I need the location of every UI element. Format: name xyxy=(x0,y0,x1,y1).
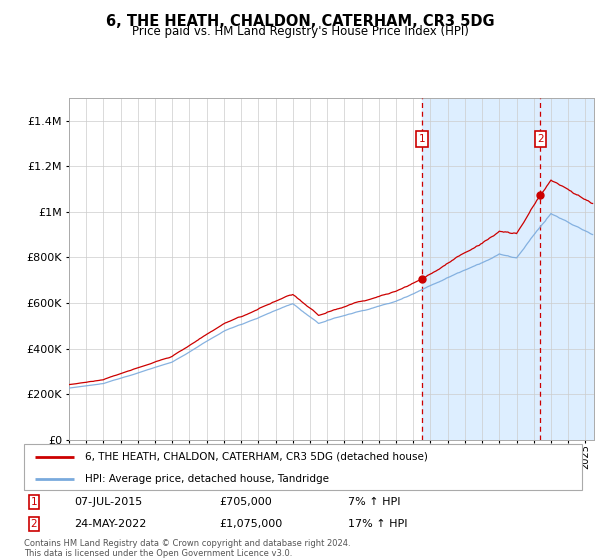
Text: 24-MAY-2022: 24-MAY-2022 xyxy=(74,519,146,529)
Text: £705,000: £705,000 xyxy=(220,497,272,507)
Text: Price paid vs. HM Land Registry's House Price Index (HPI): Price paid vs. HM Land Registry's House … xyxy=(131,25,469,38)
Text: HPI: Average price, detached house, Tandridge: HPI: Average price, detached house, Tand… xyxy=(85,474,329,483)
Bar xyxy=(422,98,594,440)
Text: 2: 2 xyxy=(537,134,544,144)
FancyBboxPatch shape xyxy=(24,444,582,490)
Text: 1: 1 xyxy=(419,134,425,144)
Text: 6, THE HEATH, CHALDON, CATERHAM, CR3 5DG: 6, THE HEATH, CHALDON, CATERHAM, CR3 5DG xyxy=(106,14,494,29)
Text: Contains HM Land Registry data © Crown copyright and database right 2024.
This d: Contains HM Land Registry data © Crown c… xyxy=(24,539,350,558)
Text: £1,075,000: £1,075,000 xyxy=(220,519,283,529)
Text: 6, THE HEATH, CHALDON, CATERHAM, CR3 5DG (detached house): 6, THE HEATH, CHALDON, CATERHAM, CR3 5DG… xyxy=(85,452,428,462)
Text: 2: 2 xyxy=(31,519,37,529)
Text: 07-JUL-2015: 07-JUL-2015 xyxy=(74,497,142,507)
Text: 17% ↑ HPI: 17% ↑ HPI xyxy=(347,519,407,529)
Text: 7% ↑ HPI: 7% ↑ HPI xyxy=(347,497,400,507)
Text: 1: 1 xyxy=(31,497,37,507)
